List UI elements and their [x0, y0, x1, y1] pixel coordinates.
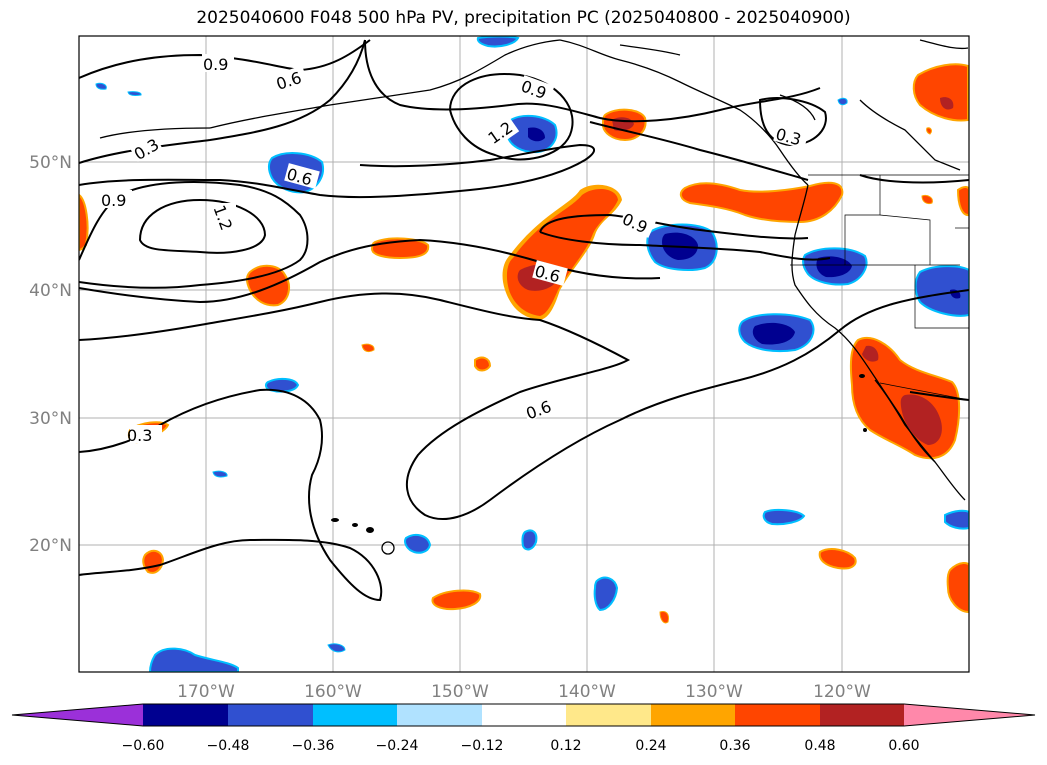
state-borders — [790, 174, 969, 401]
colorbar-tick-label: −0.12 — [461, 738, 504, 754]
colorbar-segment — [397, 704, 482, 726]
longitude-labels: 170°W 160°W 150°W 140°W 130°W 120°W — [177, 682, 871, 702]
contour-labels: 0.9 0.6 0.3 0.9 1.2 0.9 0.6 1.2 0.6 0.9 … — [100, 54, 809, 445]
colorbar-segment — [313, 704, 397, 726]
colorbar-segment — [482, 704, 566, 726]
colorbar-tick-label: 0.36 — [719, 738, 750, 754]
colorbar-extend-high — [904, 704, 1035, 726]
colorbar-extend-low — [12, 704, 143, 726]
coastlines — [99, 39, 969, 501]
colorbar-tick-label: 0.12 — [550, 738, 581, 754]
colorbar-outline — [11, 703, 1036, 727]
colorbar-ticks: −0.60 −0.48 −0.36 −0.24 −0.12 0.12 0.24 … — [122, 738, 920, 754]
colorbar-tick-label: −0.48 — [207, 738, 250, 754]
lat-label: 30°N — [29, 409, 72, 429]
colorbar-segment — [651, 704, 735, 726]
lat-label: 40°N — [29, 281, 72, 301]
colorbar-tick-label: −0.36 — [292, 738, 335, 754]
colorbar-segment — [735, 704, 820, 726]
colorbar-tick-label: 0.48 — [804, 738, 835, 754]
colorbar-segment — [566, 704, 651, 726]
map-title: 2025040600 F048 500 hPa PV, precipitatio… — [196, 8, 851, 28]
latitude-labels: 50°N 40°N 30°N 20°N — [29, 153, 72, 556]
lon-label: 160°W — [304, 682, 362, 702]
colorbar-tick-label: 0.60 — [888, 738, 919, 754]
map-frame — [78, 35, 970, 673]
lon-label: 170°W — [177, 682, 235, 702]
colorbar-segment — [143, 704, 228, 726]
contour-label: 0.9 — [101, 191, 126, 210]
colorbar: −0.60 −0.48 −0.36 −0.24 −0.12 0.12 0.24 … — [11, 703, 1036, 754]
contour-label: 0.3 — [127, 426, 152, 445]
lat-label: 50°N — [29, 153, 72, 173]
colorbar-segment — [228, 704, 313, 726]
colorbar-tick-label: −0.60 — [122, 738, 165, 754]
gridlines — [79, 36, 969, 672]
lon-label: 120°W — [813, 682, 871, 702]
colorbar-tick-label: 0.24 — [635, 738, 666, 754]
colorbar-segment — [820, 704, 904, 726]
lon-label: 130°W — [685, 682, 743, 702]
lon-label: 150°W — [431, 682, 489, 702]
contour-label: 0.9 — [203, 55, 228, 74]
precip-negative-areas — [95, 36, 969, 672]
colorbar-tick-label: −0.24 — [376, 738, 419, 754]
lon-label: 140°W — [558, 682, 616, 702]
lat-label: 20°N — [29, 536, 72, 556]
